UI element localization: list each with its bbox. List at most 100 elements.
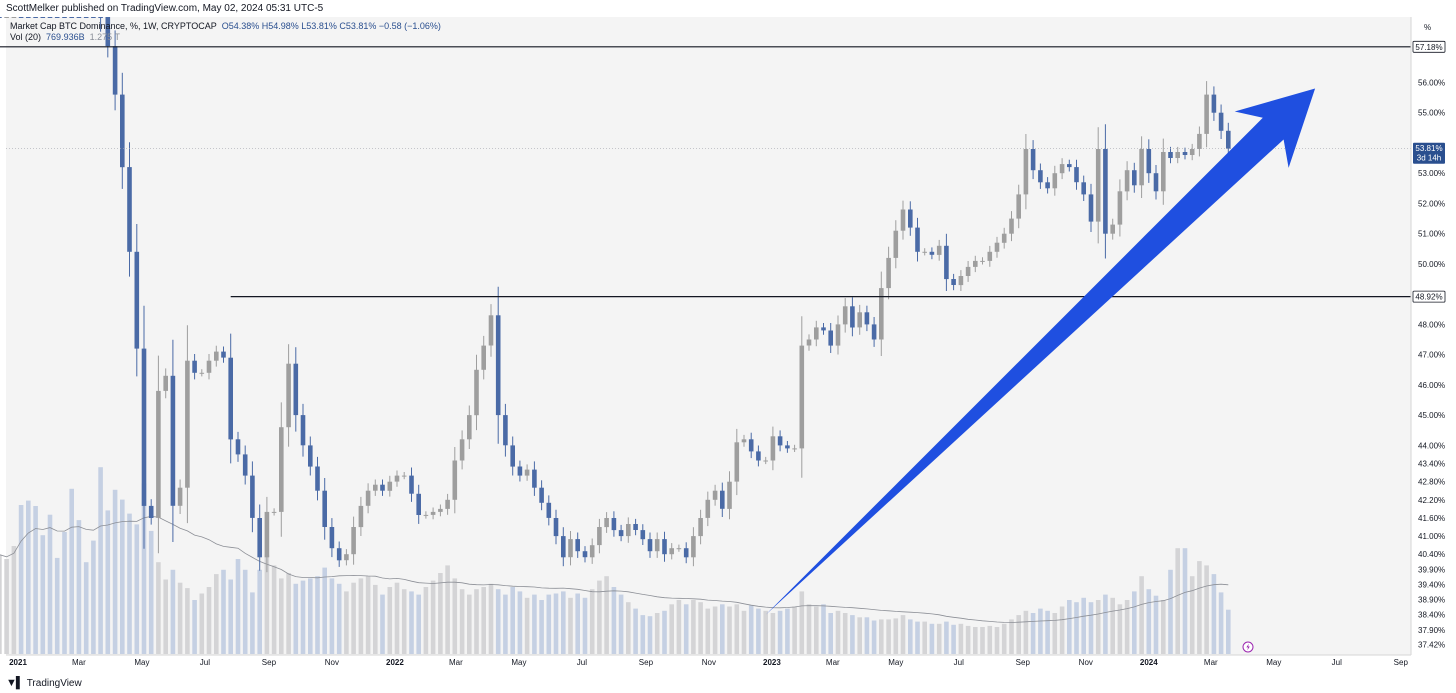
candle [1204,81,1209,148]
candle [69,17,74,18]
volume-bar [1189,576,1195,654]
volume-bar [199,593,205,654]
candle [1023,134,1029,210]
volume-bar [980,627,985,654]
candle [640,524,646,545]
candle [828,323,833,353]
volume-bar [430,580,436,654]
candle [315,456,320,501]
time-axis[interactable]: 2021 Mar May Jul Sep Nov 2022 Mar May Jul Sep Nov 20… [6,654,1411,671]
time-tick-label: May [1266,658,1281,667]
volume-bar [1095,600,1101,654]
trend-arrow[interactable] [765,88,1316,615]
volume-bar [26,500,31,654]
candle [1168,146,1173,164]
price-tick-label: 56.00% [1418,79,1445,88]
candle [503,403,508,457]
volume-bar [654,613,660,654]
candle [445,493,450,515]
candle [597,518,602,554]
price-axis-ticks: 56.00% 55.00% 53.00% 52.00% 51.00% 50.00% 48.0… [1418,79,1445,650]
volume-bar [561,591,566,654]
time-tick-label: Sep [639,658,654,667]
volume-bar [1103,594,1108,654]
volume-bar [293,583,299,654]
candle [1182,147,1188,160]
candle [1211,86,1217,121]
volume-bar [40,535,46,654]
time-axis-labels: 2021 Mar May Jul Sep Nov 2022 Mar May Jul Sep Nov 20… [9,658,1408,667]
volume-bar [814,606,819,654]
volume-bar [712,606,718,654]
candle [546,495,552,526]
price-tick-label: 51.00% [1418,230,1445,239]
volume-bar [886,619,891,654]
volume-bar [300,580,306,654]
volume-bar [401,589,407,654]
volume-bar [438,573,443,654]
price-tick-label: 47.00% [1418,351,1445,360]
volume-bar [18,505,24,654]
tradingview-logo-icon: ▼▌ [6,677,24,689]
price-tick-label: 53.00% [1418,169,1445,178]
candle [756,445,761,467]
symbol-legend[interactable]: Market Cap BTC Dominance, %, 1W, CRYPTOC… [10,21,441,31]
price-tick-label: 43.40% [1418,460,1445,469]
volume-bar [148,530,154,654]
volume-bar [459,589,465,654]
candle [76,17,82,18]
candle [893,220,899,269]
volume-bar [965,625,971,654]
candle [1045,177,1050,194]
candle [192,354,197,380]
volume-bar [1059,606,1065,654]
volume-bar [1204,565,1209,654]
volume-legend[interactable]: Vol (20) 769.936B 1.275 T [10,32,120,42]
price-axis[interactable]: % 56.00% 55.00% 53.00% 52.00% 51.00% 50.00% 48… [1410,17,1456,655]
volume-bar [365,576,371,654]
candle [91,17,96,18]
candle [18,17,24,18]
candle [1103,124,1108,259]
volume-bar [62,532,67,654]
candle [40,17,46,18]
volume-bar [936,623,942,654]
volume-bar [553,593,559,654]
candle [1146,139,1152,183]
candle [510,436,515,476]
candle [177,479,183,514]
volume-bar [756,608,761,654]
candle [105,17,111,58]
volume-bar [763,610,768,654]
candle [705,491,711,527]
lightning-icon[interactable] [1242,641,1254,653]
candle [120,72,125,189]
candle [958,270,964,291]
volume-bar [11,546,17,654]
candle [141,305,147,549]
level-label: 48.92% [1415,293,1442,302]
volume-bar [141,483,147,654]
candle [373,479,378,496]
candle [1030,140,1036,180]
time-tick-label: May [134,658,149,667]
level-label: 57.18% [1415,43,1442,52]
volume-bar [221,569,226,654]
candle [163,368,168,399]
volume-bar [604,576,609,654]
candle [488,304,494,357]
volume-bar [1211,574,1217,654]
tradingview-brand[interactable]: ▼▌ TradingView [6,677,82,689]
candle [965,261,971,282]
volume-bar [416,594,421,654]
candle [430,507,436,520]
candle [748,432,754,459]
candle [806,334,812,351]
candle [561,527,566,567]
plot-background [6,17,1411,655]
volume-bar [720,604,725,654]
volume-bar [344,591,349,654]
volume-bar [850,615,855,654]
candle [575,532,580,558]
volume-bar [33,506,38,654]
